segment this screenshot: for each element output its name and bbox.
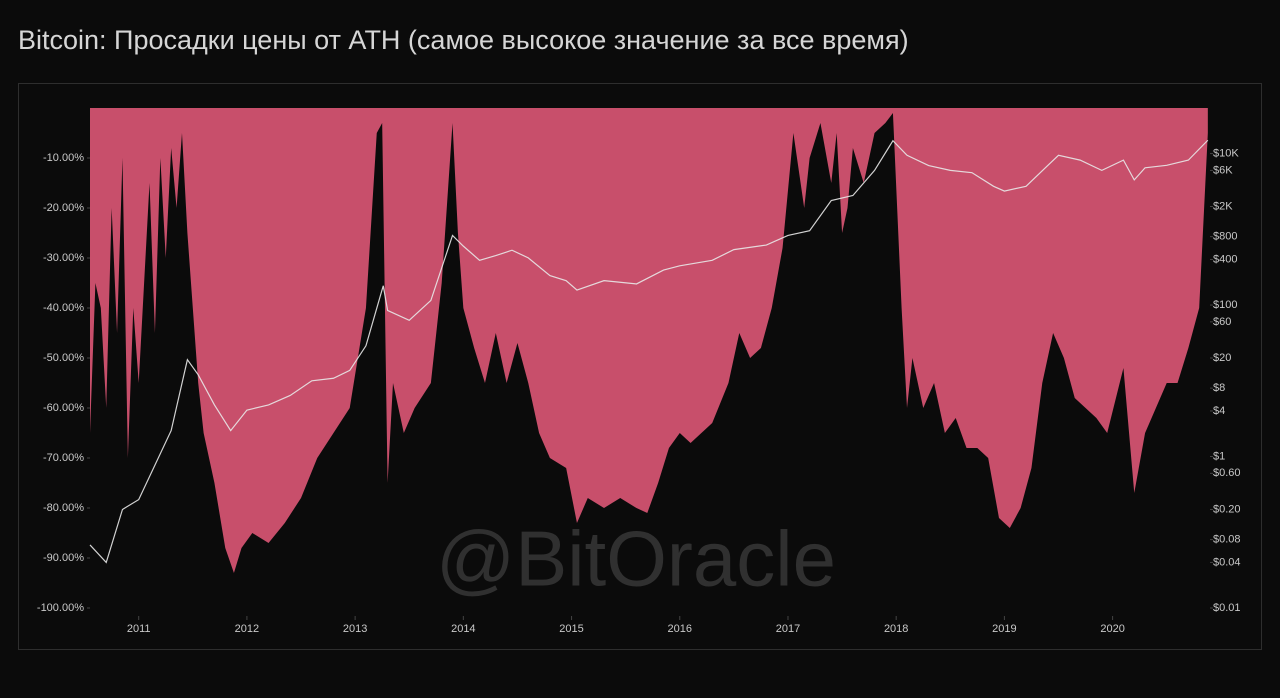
y2-tick-label: $0.08 xyxy=(1213,534,1241,546)
x-tick-label: 2013 xyxy=(343,623,367,635)
y-tick-label: -10.00% xyxy=(43,152,84,164)
x-tick-label: 2017 xyxy=(776,623,800,635)
x-tick-label: 2020 xyxy=(1100,623,1124,635)
y-tick-label: -90.00% xyxy=(43,552,84,564)
y-tick-label: -20.00% xyxy=(43,202,84,214)
frame xyxy=(18,83,1262,650)
y2-tick-label: $1 xyxy=(1213,450,1225,462)
y2-tick-label: $800 xyxy=(1213,231,1237,243)
price-line xyxy=(89,139,1209,564)
y-tick-label: -100.00% xyxy=(37,602,84,614)
chart-title: Bitcoin: Просадки цены от ATH (самое выс… xyxy=(18,25,909,55)
y-tick-label: -30.00% xyxy=(43,252,84,264)
x-tick-label: 2016 xyxy=(668,623,692,635)
y-tick-label: -70.00% xyxy=(43,452,84,464)
y-tick-label: -50.00% xyxy=(43,352,84,364)
plot xyxy=(89,108,1209,573)
x-tick-label: 2014 xyxy=(451,623,475,635)
x-tick-label: 2015 xyxy=(559,623,583,635)
x-tick-label: 2018 xyxy=(884,623,908,635)
y2-tick-label: $60 xyxy=(1213,316,1231,328)
y2-tick-label: $0.04 xyxy=(1213,556,1241,568)
y2-tick-label: $2K xyxy=(1213,200,1233,212)
y2-tick-label: $100 xyxy=(1213,299,1237,311)
y-tick-label: -60.00% xyxy=(43,402,84,414)
y-tick-label: -80.00% xyxy=(43,502,84,514)
x-tick-label: 2019 xyxy=(992,623,1016,635)
x-tick-label: 2011 xyxy=(127,623,151,635)
x-tick-label: 2012 xyxy=(235,623,259,635)
watermark: @BitOracle xyxy=(436,515,836,603)
y2-tick-label: $400 xyxy=(1213,253,1237,265)
y2-tick-label: $20 xyxy=(1213,352,1231,364)
drawdown-area xyxy=(90,108,1208,573)
y2-tick-label: $10K xyxy=(1213,148,1239,160)
y2-tick-label: $6K xyxy=(1213,164,1233,176)
y2-tick-label: $4 xyxy=(1213,405,1225,417)
y2-tick-label: $8 xyxy=(1213,382,1225,394)
y2-tick-label: $0.60 xyxy=(1213,467,1241,479)
y-tick-label: -40.00% xyxy=(43,302,84,314)
y2-tick-label: $0.20 xyxy=(1213,503,1241,515)
y2-tick-label: $0.01 xyxy=(1213,602,1241,614)
